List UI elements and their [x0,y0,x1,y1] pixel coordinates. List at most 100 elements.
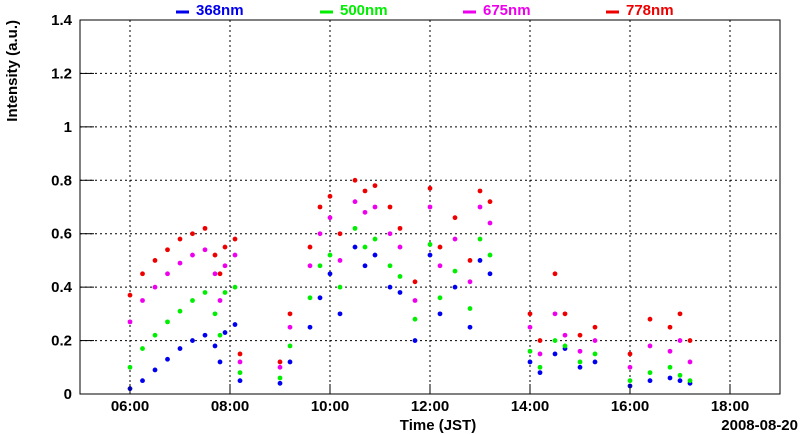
data-point-500nm [190,298,195,303]
data-point-500nm [677,372,683,378]
data-point-500nm [427,242,433,247]
data-point-368nm [352,244,358,250]
data-point-500nm [217,332,223,338]
x-tick-label: 06:00 [111,398,149,415]
data-point-500nm [627,378,633,384]
data-point-778nm [202,225,208,231]
data-point-778nm [152,258,158,263]
data-point-675nm [277,364,283,370]
data-point-675nm [647,343,653,349]
data-point-368nm [212,343,218,349]
data-point-500nm [527,348,533,354]
data-point-368nm [152,367,158,373]
data-point-368nm [307,324,313,330]
x-tick-label: 12:00 [411,398,449,415]
data-point-778nm [487,199,493,205]
data-point-778nm [412,279,418,285]
data-point-675nm [387,231,393,237]
data-point-500nm [477,236,483,242]
legend-label-368nm: 368nm [196,2,244,19]
data-point-778nm [190,231,195,237]
y-tick-label: 1.2 [51,65,72,82]
data-point-675nm [237,359,243,365]
data-point-368nm [277,380,283,386]
data-point-500nm [687,378,693,384]
data-point-675nm [202,247,208,253]
y-tick-label: 0.2 [51,333,72,350]
data-point-675nm [127,319,133,325]
data-point-368nm [437,311,443,317]
data-point-368nm [647,378,653,384]
data-point-778nm [467,258,473,263]
data-point-778nm [562,311,568,317]
data-point-368nm [667,375,673,381]
y-tick-label: 0 [64,386,72,403]
data-point-675nm [217,298,223,303]
data-point-675nm [165,271,170,277]
data-point-778nm [127,292,133,298]
data-point-500nm [412,316,418,322]
data-point-778nm [232,236,238,242]
data-point-778nm [452,215,458,221]
legend-label-778nm: 778nm [626,2,674,19]
data-point-675nm [477,204,483,210]
data-point-368nm [677,378,683,384]
data-point-778nm [592,324,598,330]
x-tick-label: 10:00 [311,398,349,415]
data-point-675nm [222,263,228,269]
data-point-675nm [352,199,358,205]
data-point-368nm [337,311,343,317]
data-point-500nm [317,263,323,269]
data-point-500nm [152,332,158,338]
data-point-500nm [487,252,493,258]
data-point-675nm [212,271,218,277]
data-point-778nm [287,311,293,317]
data-point-778nm [477,188,483,194]
data-point-778nm [352,177,358,183]
data-point-778nm [212,252,218,258]
data-point-778nm [177,236,183,242]
data-point-500nm [177,308,183,314]
data-point-675nm [177,260,183,266]
data-point-500nm [562,343,568,349]
data-point-500nm [165,319,170,325]
data-point-368nm [477,258,483,263]
data-point-675nm [577,348,583,354]
data-point-675nm [412,298,418,303]
data-point-778nm [362,188,368,194]
data-point-500nm [467,306,473,311]
data-point-778nm [552,271,558,277]
y-tick-label: 1 [64,119,72,136]
data-point-675nm [452,236,458,242]
data-point-500nm [327,252,333,258]
data-point-500nm [202,290,208,295]
data-point-675nm [372,204,378,210]
data-point-368nm [202,332,208,338]
data-point-368nm [577,364,583,370]
data-point-778nm [687,338,693,343]
data-point-500nm [372,236,378,242]
data-point-368nm [140,378,145,384]
data-point-675nm [317,231,323,237]
data-point-675nm [437,263,443,269]
data-point-778nm [337,231,343,237]
data-point-675nm [487,220,493,226]
x-tick-label: 18:00 [711,398,749,415]
data-point-778nm [277,359,283,365]
data-point-500nm [667,364,673,370]
date-label: 2008-08-20 [721,417,798,434]
data-point-675nm [687,359,693,365]
data-point-368nm [217,359,223,365]
data-point-778nm [627,351,633,357]
x-tick-label: 08:00 [211,398,249,415]
data-point-500nm [397,274,403,279]
data-point-675nm [232,252,238,258]
data-point-500nm [452,268,458,274]
y-tick-label: 0.8 [51,172,72,189]
data-point-778nm [427,185,433,191]
data-point-778nm [537,338,543,343]
data-point-675nm [467,279,473,285]
data-point-500nm [287,343,293,349]
data-point-368nm [552,351,558,357]
